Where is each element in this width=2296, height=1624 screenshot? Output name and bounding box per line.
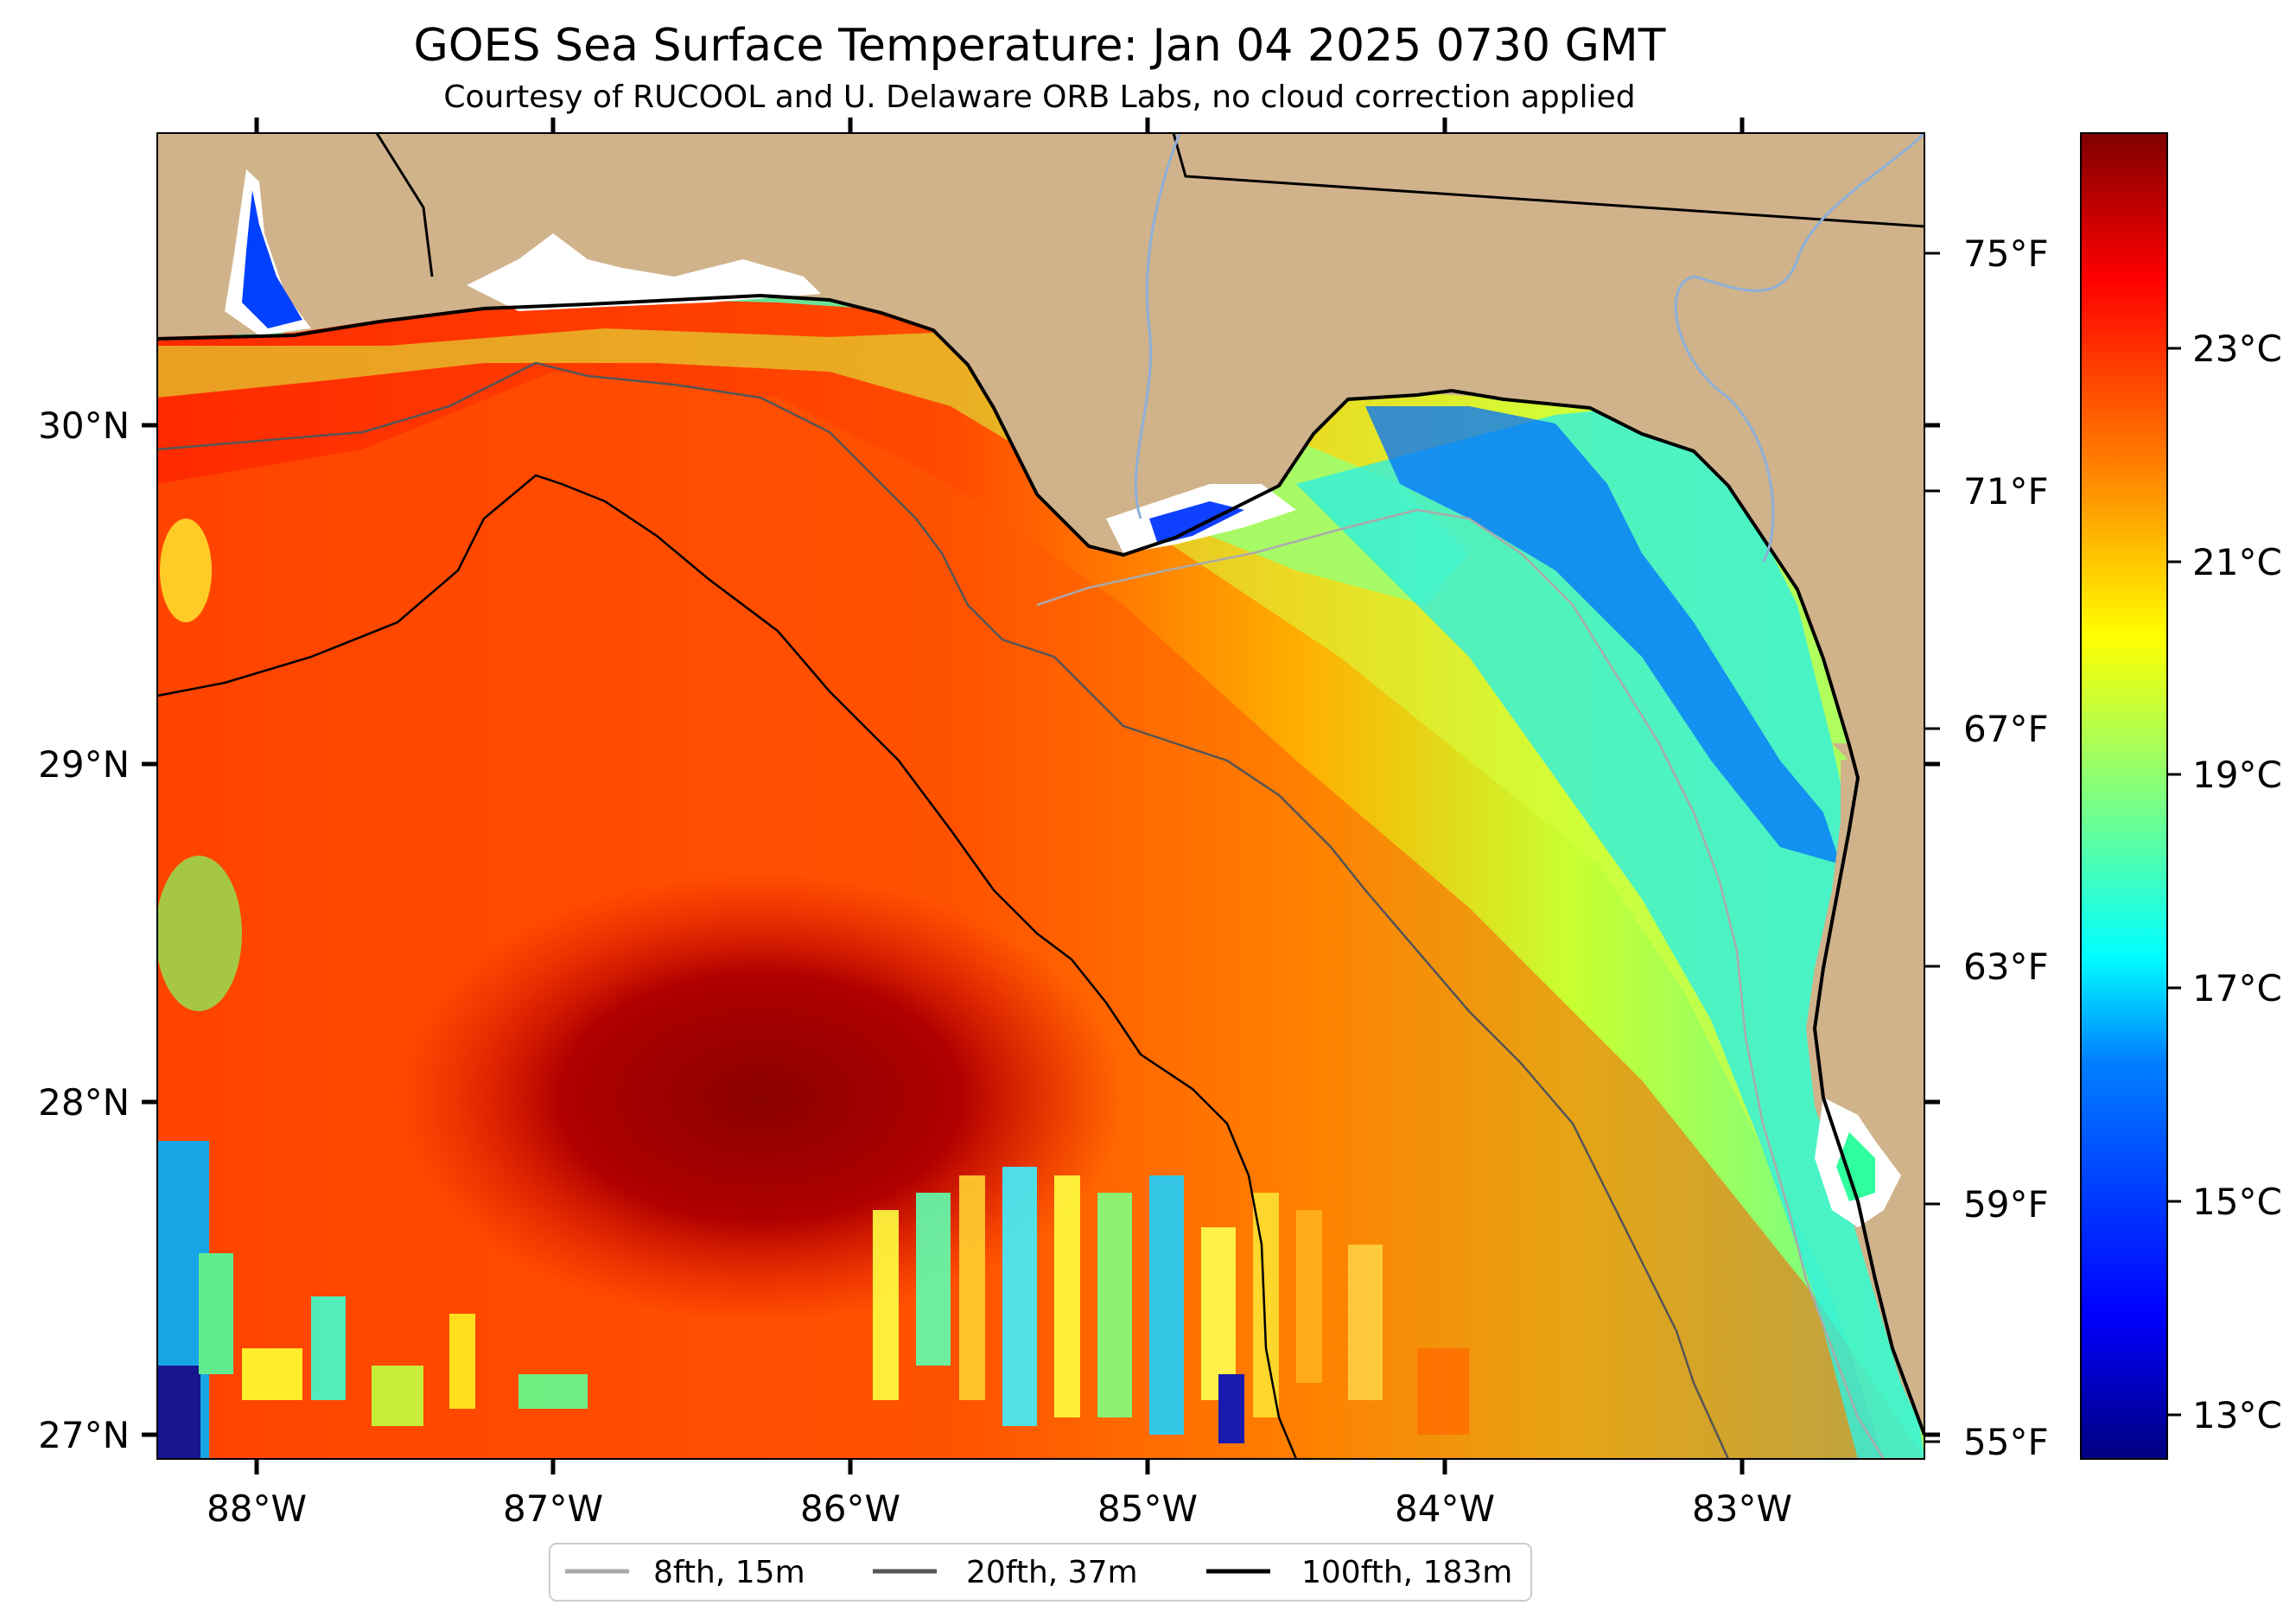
state-border-west bbox=[375, 132, 434, 277]
sea-south-bands bbox=[157, 1141, 1469, 1459]
legend-box bbox=[549, 1543, 1532, 1602]
lat-label-27n: 27°N bbox=[38, 1414, 130, 1456]
chart-subtitle: Courtesy of RUCOOL and U. Delaware ORB L… bbox=[443, 80, 1635, 115]
map-panel bbox=[157, 133, 1924, 1459]
f-label-55: 55°F bbox=[1963, 1421, 2049, 1463]
lon-label-87w: 87°W bbox=[503, 1487, 603, 1530]
colorbar-ticks bbox=[2167, 347, 2181, 1417]
sea-bigbend-blue bbox=[1365, 406, 1841, 864]
legend: 8fth, 15m 20fth, 37m 100fth, 183m bbox=[549, 1543, 1532, 1602]
sea-bigbend-cool bbox=[1296, 406, 1924, 1459]
colorbar bbox=[2080, 132, 2168, 1460]
lon-label-86w: 86°W bbox=[800, 1487, 900, 1530]
isobath-8fth bbox=[1036, 508, 1886, 1460]
coastline bbox=[156, 293, 1926, 1436]
apalachicola-bay-water bbox=[1149, 501, 1244, 545]
lon-label-84w: 84°W bbox=[1395, 1487, 1495, 1530]
isobath-100fth bbox=[156, 474, 1298, 1460]
cbar-label-13c: 13°C bbox=[2192, 1394, 2282, 1436]
f-label-63: 63°F bbox=[1963, 946, 2049, 988]
sea-west-blob bbox=[157, 856, 242, 1011]
lon-label-83w: 83°W bbox=[1692, 1487, 1792, 1530]
map-frame bbox=[156, 132, 1925, 1460]
lat-ticks bbox=[142, 423, 1940, 1437]
lon-label-88w: 88°W bbox=[207, 1487, 307, 1530]
f-label-71: 71°F bbox=[1963, 470, 2049, 513]
panhandle-bays bbox=[467, 233, 821, 311]
legend-label-100fth: 100fth, 183m bbox=[1301, 1555, 1512, 1590]
isobath-20fth bbox=[156, 361, 1730, 1460]
lon-label-85w: 85°W bbox=[1097, 1487, 1198, 1530]
lat-label-30n: 30°N bbox=[38, 404, 130, 447]
legend-label-20fth: 20fth, 37m bbox=[966, 1555, 1138, 1590]
cbar-label-23c: 23°C bbox=[2192, 328, 2282, 370]
f-label-59: 59°F bbox=[1963, 1183, 2049, 1226]
sea-west-blob-2 bbox=[160, 519, 212, 622]
chart-title: GOES Sea Surface Temperature: Jan 04 202… bbox=[413, 20, 1665, 72]
state-border bbox=[1172, 132, 1925, 228]
cbar-label-21c: 21°C bbox=[2192, 541, 2282, 583]
lon-ticks bbox=[254, 118, 1745, 1474]
tampa-bay-water bbox=[1836, 1132, 1875, 1201]
f-ticks bbox=[1924, 252, 1940, 1443]
cbar-label-17c: 17°C bbox=[2192, 967, 2282, 1009]
lat-label-28n: 28°N bbox=[38, 1081, 130, 1124]
river-apalachicola bbox=[1134, 132, 1181, 519]
legend-label-8fth: 8fth, 15m bbox=[653, 1555, 805, 1590]
f-label-75: 75°F bbox=[1963, 232, 2049, 275]
river-suwannee bbox=[1674, 131, 1926, 563]
cbar-label-15c: 15°C bbox=[2192, 1181, 2282, 1223]
lat-label-29n: 29°N bbox=[38, 743, 130, 786]
land-florida-west-coast bbox=[1806, 743, 1924, 1435]
mobile-bay-water bbox=[242, 190, 302, 328]
f-label-67: 67°F bbox=[1963, 708, 2049, 750]
cbar-label-19c: 19°C bbox=[2192, 754, 2282, 796]
